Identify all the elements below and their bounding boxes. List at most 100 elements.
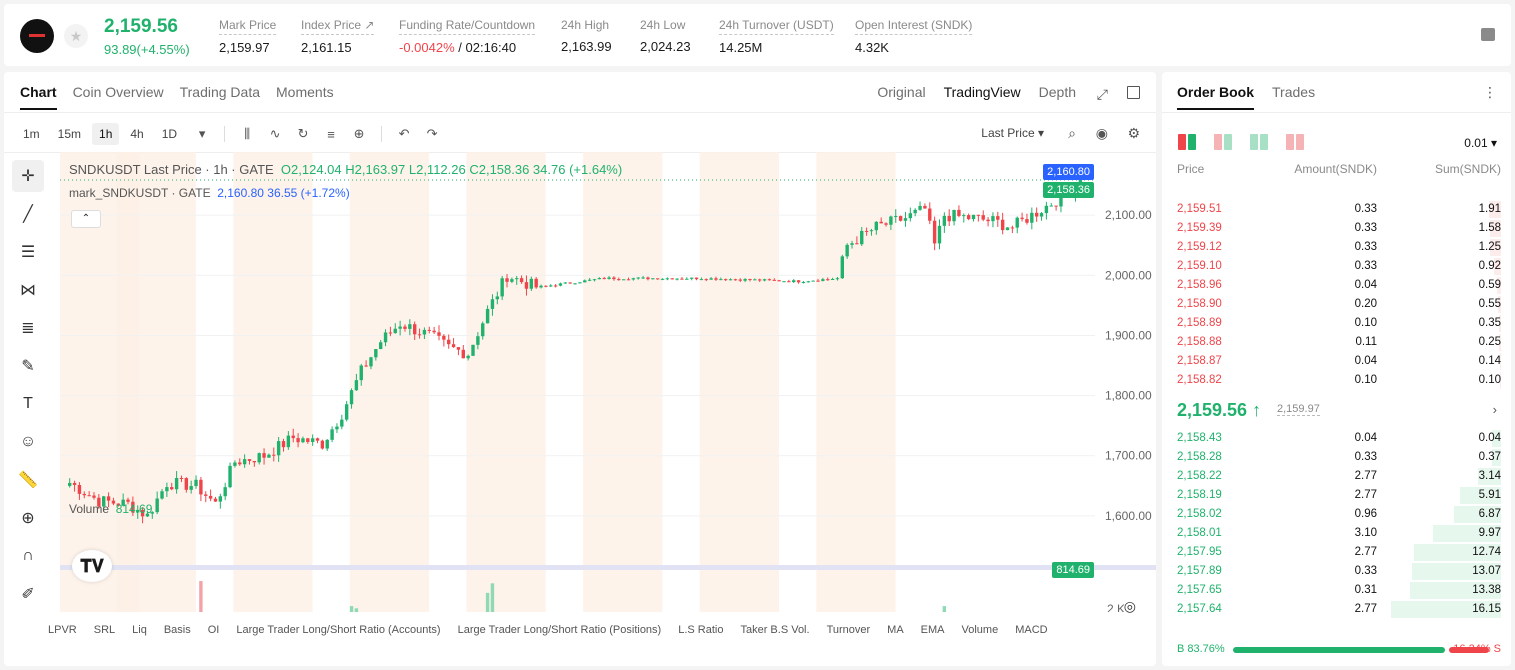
more-icon[interactable]: ⋮: [1483, 84, 1497, 100]
bid-row[interactable]: 2,157.95 2.77 12.74: [1162, 543, 1511, 562]
depth-bar: [1492, 449, 1501, 466]
stat-index-price[interactable]: Index Price ↗ 2,161.15: [301, 18, 375, 55]
tab-order-book[interactable]: Order Book: [1177, 84, 1255, 110]
mode-asks-icon[interactable]: [1286, 134, 1304, 150]
indicator-13[interactable]: MACD: [1015, 624, 1048, 636]
indicator-10[interactable]: MA: [887, 624, 904, 636]
expand-icon[interactable]: ⤢: [1096, 86, 1108, 102]
search-icon[interactable]: ⌕: [1068, 125, 1076, 141]
price-chart[interactable]: 2,100.00 2,000.00 1,900.00 1,800.00 1,700.00…: [60, 152, 1156, 612]
ask-row[interactable]: 2,158.88 0.11 0.25: [1162, 333, 1511, 352]
indicator-3[interactable]: Basis: [163, 624, 191, 636]
candle-body: [403, 326, 407, 329]
bid-row[interactable]: 2,158.02 0.96 6.87: [1162, 505, 1511, 524]
interval-1h[interactable]: 1h: [92, 123, 120, 145]
view-original[interactable]: Original: [877, 84, 926, 100]
mode-split-icon[interactable]: [1214, 134, 1232, 150]
bid-row[interactable]: 2,157.65 0.31 13.38: [1162, 581, 1511, 600]
indicator-2[interactable]: Liq: [132, 624, 147, 636]
last-price: 2,159.56: [104, 16, 178, 37]
interval-4h[interactable]: 4h: [130, 127, 144, 141]
bid-row[interactable]: 2,157.89 0.33 13.07: [1162, 562, 1511, 581]
bid-row[interactable]: 2,158.01 3.10 9.97: [1162, 524, 1511, 543]
candle-body: [714, 278, 718, 280]
precision-select[interactable]: 0.01 ▾: [1464, 136, 1497, 150]
candle-body: [427, 329, 431, 331]
candle-body: [986, 219, 990, 222]
fullscreen-icon[interactable]: [1127, 86, 1140, 99]
chevron-down-icon[interactable]: ▾: [198, 126, 206, 141]
indicator-7[interactable]: L.S Ratio: [678, 624, 724, 636]
candle-body: [874, 221, 879, 231]
tab-coin-overview[interactable]: Coin Overview: [72, 84, 164, 100]
bid-row[interactable]: 2,158.19 2.77 5.91: [1162, 486, 1511, 505]
ask-row[interactable]: 2,159.39 0.33 1.58: [1162, 219, 1511, 238]
ask-row[interactable]: 2,158.90 0.20 0.55: [1162, 295, 1511, 314]
candle-body: [1054, 205, 1058, 207]
ask-row[interactable]: 2,159.51 0.33 1.91: [1162, 200, 1511, 219]
indicators-icon[interactable]: ∿: [269, 126, 281, 141]
pencil-icon[interactable]: ✐: [21, 586, 35, 603]
volume-legend: Volume 814.69: [69, 502, 153, 516]
tab-moments[interactable]: Moments: [276, 84, 334, 100]
stat-mark-price[interactable]: Mark Price 2,159.97: [219, 18, 277, 55]
indicator-1[interactable]: SRL: [93, 624, 116, 636]
view-depth[interactable]: Depth: [1038, 84, 1076, 100]
tradingview-logo[interactable]: 𝐓𝐕: [72, 550, 112, 582]
ruler-icon[interactable]: 📏: [18, 472, 38, 489]
ask-row[interactable]: 2,158.87 0.04 0.14: [1162, 352, 1511, 371]
fib-icon[interactable]: ≣: [21, 320, 35, 337]
ask-row[interactable]: 2,158.89 0.10 0.35: [1162, 314, 1511, 333]
replay-icon[interactable]: ↻: [297, 126, 309, 141]
pattern-icon[interactable]: ⋈: [20, 282, 36, 299]
camera-icon[interactable]: ◉: [1095, 125, 1108, 141]
interval-1d[interactable]: 1D: [161, 127, 178, 141]
ask-row[interactable]: 2,158.96 0.04 0.59: [1162, 276, 1511, 295]
emoji-icon[interactable]: ☺: [19, 433, 37, 450]
undo-icon[interactable]: ↶: [398, 126, 410, 141]
interval-15m[interactable]: 15m: [57, 127, 82, 141]
collapse-legend-button[interactable]: ⌃: [71, 210, 101, 228]
templates-icon[interactable]: ≡: [327, 126, 335, 142]
tab-trading-data[interactable]: Trading Data: [179, 84, 261, 100]
indicator-9[interactable]: Turnover: [826, 624, 871, 636]
candle-type-icon[interactable]: ⫼: [244, 126, 251, 141]
candle-body: [471, 344, 475, 356]
indicator-4[interactable]: OI: [207, 624, 220, 636]
price-mode-select[interactable]: Last Price ▾: [981, 126, 1044, 140]
indicator-11[interactable]: EMA: [920, 624, 945, 636]
ask-row[interactable]: 2,159.12 0.33 1.25: [1162, 238, 1511, 257]
stat-funding-rate[interactable]: Funding Rate/Countdown -0.0042% / 02:16:…: [399, 18, 536, 55]
mode-both-icon[interactable]: [1178, 134, 1196, 150]
parallel-lines-icon[interactable]: ☰: [20, 244, 36, 261]
ask-row[interactable]: 2,158.82 0.10 0.10: [1162, 371, 1511, 390]
brush-icon[interactable]: ✎: [21, 358, 35, 375]
indicator-8[interactable]: Taker B.S Vol.: [740, 624, 810, 636]
zoom-in-icon[interactable]: ⊕: [21, 510, 35, 527]
crosshair-icon[interactable]: ✛: [12, 160, 44, 192]
bid-row[interactable]: 2,157.64 2.77 16.15: [1162, 600, 1511, 619]
redo-icon[interactable]: ↷: [426, 126, 438, 141]
indicator-6[interactable]: Large Trader Long/Short Ratio (Positions…: [457, 624, 662, 636]
chevron-right-icon[interactable]: ›: [1492, 402, 1497, 417]
trend-line-icon[interactable]: ╱: [23, 206, 33, 223]
interval-1m[interactable]: 1m: [23, 127, 40, 141]
view-tradingview[interactable]: TradingView: [943, 84, 1021, 100]
tab-chart[interactable]: Chart: [20, 84, 57, 110]
bid-row[interactable]: 2,158.43 0.04 0.04: [1162, 429, 1511, 448]
indicator-5[interactable]: Large Trader Long/Short Ratio (Accounts): [236, 624, 441, 636]
text-icon[interactable]: T: [23, 395, 33, 412]
gear-icon[interactable]: ⚙: [1127, 125, 1140, 141]
book-icon[interactable]: [1481, 28, 1495, 41]
mode-bids-icon[interactable]: [1250, 134, 1268, 150]
tab-trades[interactable]: Trades: [1272, 84, 1316, 100]
ask-row[interactable]: 2,159.10 0.33 0.92: [1162, 257, 1511, 276]
bid-row[interactable]: 2,158.22 2.77 3.14: [1162, 467, 1511, 486]
magnet-icon[interactable]: ∩: [22, 547, 34, 564]
bid-row[interactable]: 2,158.28 0.33 0.37: [1162, 448, 1511, 467]
add-alert-icon[interactable]: ⊕: [353, 126, 365, 141]
indicator-0[interactable]: LPVR: [48, 624, 77, 636]
favorite-star-icon[interactable]: ★: [64, 24, 88, 48]
axis-settings-icon[interactable]: ◎: [1123, 598, 1136, 614]
indicator-12[interactable]: Volume: [961, 624, 999, 636]
